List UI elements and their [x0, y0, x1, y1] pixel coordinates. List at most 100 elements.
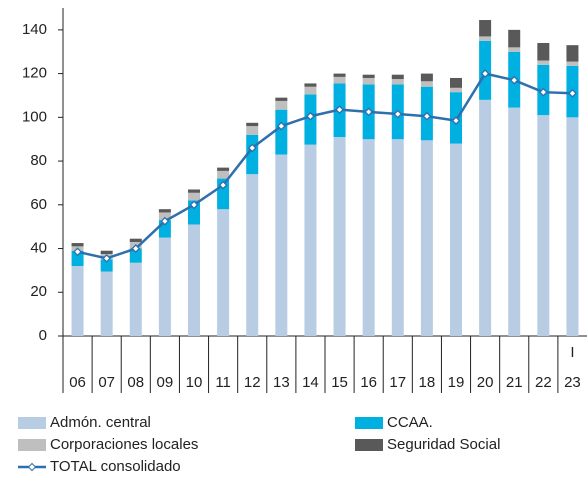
bar-segment	[129, 238, 142, 242]
bar-segment	[188, 192, 200, 201]
bar-segment	[100, 271, 113, 336]
bar-segment	[275, 109, 288, 155]
x-tick-label: 10	[186, 374, 203, 391]
bar-segment	[391, 74, 404, 80]
legend-marker	[27, 462, 37, 472]
line-marker	[422, 111, 432, 121]
x-tick-label: 13	[273, 374, 290, 391]
bar-segment	[275, 154, 288, 336]
line-marker	[131, 244, 141, 253]
bar-segment	[71, 250, 84, 267]
bar-segment	[217, 167, 230, 171]
x-tick-label: 23	[564, 374, 581, 391]
legend-label: Corporaciones locales	[50, 436, 198, 453]
bar-segment	[158, 237, 171, 336]
legend-label: Seguridad Social	[387, 436, 500, 453]
x-tick-label: 19	[448, 374, 465, 391]
y-tick-label: 40	[30, 240, 47, 257]
bar-segment	[333, 137, 346, 336]
bar-segment	[188, 224, 200, 336]
bar-segment	[304, 86, 317, 95]
bar-segment	[566, 45, 579, 62]
bar-segment	[100, 250, 113, 254]
x-tick-label: 07	[98, 374, 115, 391]
bar-segment	[246, 174, 259, 336]
bar-segment	[391, 79, 404, 85]
x-tick-label: 16	[360, 374, 377, 391]
bar-segment	[537, 60, 550, 65]
line-marker	[218, 180, 228, 190]
x-tick-label: 09	[157, 374, 174, 391]
line-marker	[393, 109, 403, 119]
bar-segment	[217, 170, 230, 179]
bar-segment	[450, 143, 462, 336]
x-tick-label: 21	[506, 374, 523, 391]
bar-segment	[275, 97, 288, 101]
bar-segment	[71, 266, 84, 336]
x-tick-label: 22	[535, 374, 552, 391]
line-marker	[364, 107, 374, 117]
line-marker	[160, 216, 170, 226]
bar-segment	[362, 77, 375, 85]
bar-segment	[129, 248, 142, 263]
bar-segment	[479, 36, 492, 41]
legend-label: TOTAL consolidado	[50, 458, 181, 475]
bar-segment	[362, 139, 375, 336]
bar-segment	[158, 209, 171, 213]
x-tick-label: 14	[302, 374, 319, 391]
line-marker	[102, 253, 112, 263]
bar-segment	[450, 87, 462, 93]
y-tick-label: 0	[39, 327, 47, 344]
total-line	[77, 72, 573, 260]
bar-segment	[566, 117, 579, 336]
legend-label: Admón. central	[50, 414, 151, 431]
bar-segment	[420, 140, 433, 336]
x-tick-label: 20	[477, 374, 494, 391]
bar-segment	[100, 259, 113, 272]
x-tick-label: 11	[215, 374, 231, 391]
bar-segment	[217, 209, 230, 336]
line-marker	[480, 69, 490, 79]
legend-swatch	[18, 439, 46, 451]
bar-segment	[188, 189, 200, 193]
x-tick-label: 06	[69, 374, 86, 391]
legend-swatch	[18, 417, 46, 429]
category-note: I	[570, 344, 574, 361]
bar-segment	[479, 99, 492, 336]
legend-swatch	[355, 439, 383, 451]
legend-swatch	[355, 417, 383, 429]
bar-segment	[333, 73, 346, 77]
bar-segment	[362, 74, 375, 78]
bar-segment	[391, 139, 404, 336]
x-tick-label: 18	[419, 374, 436, 391]
y-tick-label: 100	[22, 108, 47, 125]
line-marker	[247, 143, 257, 153]
bar-segment	[158, 212, 171, 221]
bar-segment	[508, 107, 521, 336]
line-marker	[509, 75, 519, 85]
line-marker	[335, 105, 344, 115]
x-tick-label: 15	[331, 374, 348, 391]
y-tick-label: 140	[22, 21, 47, 38]
bar-segment	[537, 115, 550, 336]
y-tick-label: 60	[30, 196, 47, 213]
bar-segment	[479, 20, 492, 37]
bar-segment	[420, 81, 433, 87]
line-marker	[73, 247, 82, 257]
line-marker	[189, 200, 199, 210]
bar-segment	[333, 76, 346, 84]
bar-segment	[420, 73, 433, 82]
bar-segment	[129, 262, 142, 336]
bar-segment	[304, 83, 317, 87]
y-tick-label: 20	[30, 283, 47, 300]
y-tick-label: 80	[30, 152, 47, 169]
bar-segment	[304, 144, 317, 336]
bar-segment	[566, 61, 579, 66]
x-tick-label: 12	[244, 374, 261, 391]
bar-segment	[537, 42, 550, 61]
line-marker	[451, 116, 461, 126]
line-marker	[568, 88, 577, 98]
x-tick-label: 08	[127, 374, 144, 391]
line-marker	[538, 87, 548, 97]
